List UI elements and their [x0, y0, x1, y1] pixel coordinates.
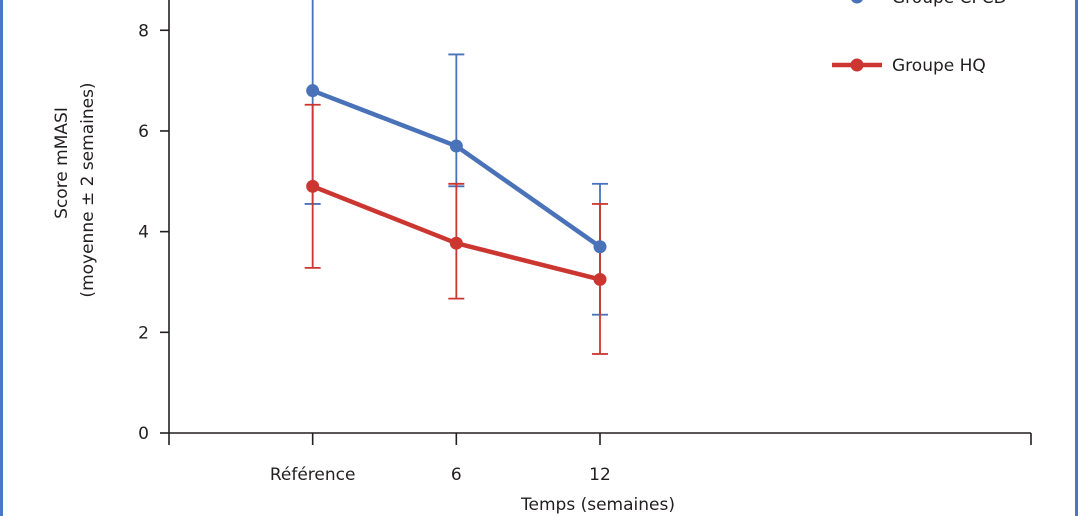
legend: Groupe CPCD Groupe HQ — [832, 0, 1007, 76]
y-tick-label: 0 — [138, 424, 149, 444]
y-tick-label: 6 — [138, 122, 149, 142]
x-axis-title: Temps (semaines) — [520, 495, 675, 515]
y-tick-label: 2 — [138, 323, 149, 343]
y-tick-label: 4 — [138, 223, 149, 243]
legend-marker-groupe-cpcd — [851, 0, 863, 4]
data-point-groupe-hq — [306, 179, 320, 193]
legend-marker-groupe-hq — [850, 58, 864, 72]
series-points — [306, 84, 607, 286]
data-point-groupe-hq — [449, 236, 463, 250]
data-point-groupe-cpcd — [449, 139, 463, 153]
axes: 0 2 4 6 8 Référence 6 12 — [138, 0, 1032, 485]
y-axis-title: Score mMASI — [52, 107, 72, 219]
x-tick-label: 6 — [451, 465, 462, 485]
y-tick-label: 8 — [138, 21, 149, 41]
data-point-groupe-cpcd — [306, 84, 320, 98]
data-point-groupe-cpcd — [593, 240, 607, 254]
legend-label-groupe-hq: Groupe HQ — [892, 56, 986, 76]
error-bars — [304, 0, 608, 355]
x-tick-label: 12 — [589, 465, 611, 485]
data-point-groupe-hq — [593, 272, 607, 286]
legend-label-groupe-cpcd: Groupe CPCD — [892, 0, 1007, 8]
x-tick-label: Référence — [270, 465, 356, 485]
y-axis-subtitle: (moyenne ± 2 semaines) — [78, 82, 98, 297]
